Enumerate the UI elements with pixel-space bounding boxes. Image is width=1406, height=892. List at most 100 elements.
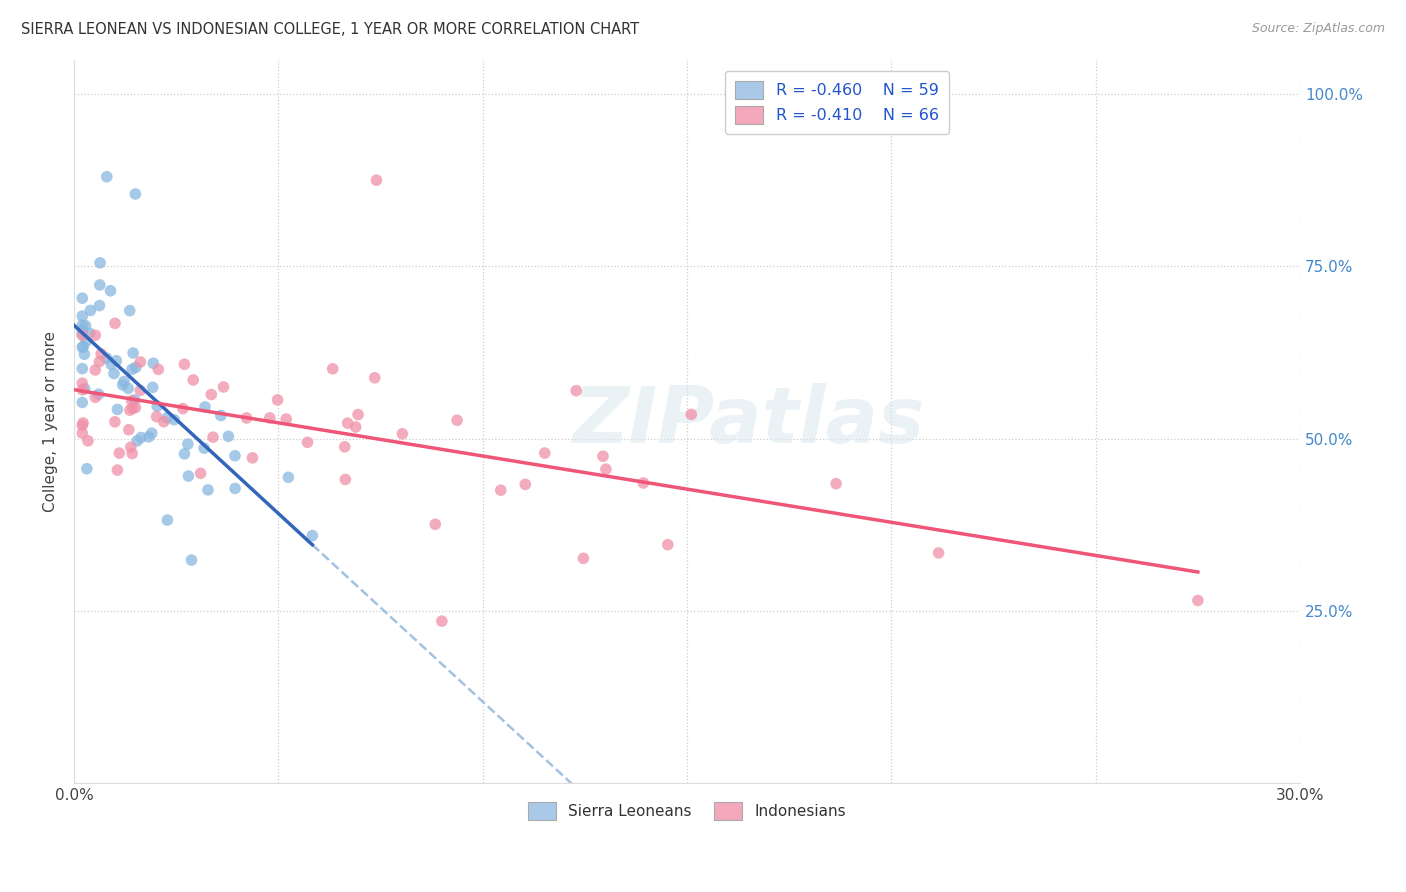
Point xyxy=(104,415,127,429)
Point xyxy=(73,347,96,361)
Point xyxy=(1187,593,1209,607)
Point xyxy=(928,546,950,560)
Point xyxy=(72,416,94,430)
Point xyxy=(75,334,97,349)
Point xyxy=(84,328,107,343)
Point xyxy=(73,382,96,396)
Point xyxy=(681,408,703,422)
Point xyxy=(446,413,468,427)
Point xyxy=(77,434,100,448)
Point xyxy=(172,401,194,416)
Point xyxy=(129,355,152,369)
Point xyxy=(84,363,107,377)
Point xyxy=(118,423,141,437)
Point xyxy=(266,392,288,407)
Point xyxy=(146,399,169,413)
Point xyxy=(124,401,146,415)
Point xyxy=(173,357,195,371)
Point xyxy=(595,462,617,476)
Point xyxy=(105,463,128,477)
Point xyxy=(657,538,679,552)
Point xyxy=(209,409,232,423)
Point xyxy=(391,426,413,441)
Point xyxy=(152,415,174,429)
Point xyxy=(177,469,200,483)
Point xyxy=(141,426,163,441)
Point xyxy=(122,346,145,360)
Point xyxy=(347,408,370,422)
Point xyxy=(108,446,131,460)
Point xyxy=(121,401,143,416)
Point xyxy=(200,387,222,401)
Point xyxy=(138,430,160,444)
Point xyxy=(87,387,110,401)
Point xyxy=(100,284,122,298)
Point xyxy=(277,470,299,484)
Point xyxy=(79,303,101,318)
Point xyxy=(111,377,134,392)
Point xyxy=(127,434,149,448)
Point xyxy=(489,483,512,498)
Point xyxy=(72,340,94,354)
Point xyxy=(297,435,319,450)
Point xyxy=(242,450,264,465)
Point xyxy=(96,169,118,184)
Point xyxy=(72,291,94,305)
Point xyxy=(194,400,217,414)
Point xyxy=(181,373,204,387)
Point xyxy=(117,381,139,395)
Point xyxy=(72,323,94,337)
Point xyxy=(572,551,595,566)
Point xyxy=(89,354,111,368)
Point xyxy=(129,384,152,398)
Point xyxy=(105,402,128,417)
Point xyxy=(235,411,257,425)
Point xyxy=(224,482,246,496)
Point xyxy=(72,426,94,441)
Point xyxy=(89,256,111,270)
Point xyxy=(344,420,367,434)
Point xyxy=(76,461,98,475)
Point xyxy=(336,416,359,430)
Text: SIERRA LEONEAN VS INDONESIAN COLLEGE, 1 YEAR OR MORE CORRELATION CHART: SIERRA LEONEAN VS INDONESIAN COLLEGE, 1 … xyxy=(21,22,640,37)
Point xyxy=(84,390,107,404)
Point xyxy=(366,173,388,187)
Point xyxy=(259,411,281,425)
Point xyxy=(75,318,97,333)
Point xyxy=(90,347,112,361)
Point xyxy=(72,340,94,354)
Point xyxy=(124,392,146,407)
Point xyxy=(72,328,94,343)
Point xyxy=(124,186,146,201)
Point xyxy=(129,431,152,445)
Point xyxy=(190,467,212,481)
Point xyxy=(177,437,200,451)
Point xyxy=(72,383,94,397)
Point xyxy=(89,299,111,313)
Point xyxy=(96,351,118,366)
Text: Source: ZipAtlas.com: Source: ZipAtlas.com xyxy=(1251,22,1385,36)
Point xyxy=(72,376,94,391)
Y-axis label: College, 1 year or more: College, 1 year or more xyxy=(44,331,58,512)
Point xyxy=(364,371,387,385)
Point xyxy=(89,277,111,292)
Point xyxy=(121,447,143,461)
Point xyxy=(193,441,215,455)
Point xyxy=(425,517,447,532)
Point xyxy=(156,513,179,527)
Point xyxy=(173,447,195,461)
Point xyxy=(118,403,141,417)
Point xyxy=(118,303,141,318)
Point xyxy=(72,395,94,409)
Point xyxy=(156,410,179,425)
Point xyxy=(72,361,94,376)
Point xyxy=(825,476,848,491)
Point xyxy=(79,326,101,341)
Point xyxy=(112,375,135,389)
Point xyxy=(72,418,94,433)
Point xyxy=(142,356,165,370)
Point xyxy=(515,477,537,491)
Point xyxy=(592,449,614,463)
Point xyxy=(72,309,94,323)
Point xyxy=(335,473,357,487)
